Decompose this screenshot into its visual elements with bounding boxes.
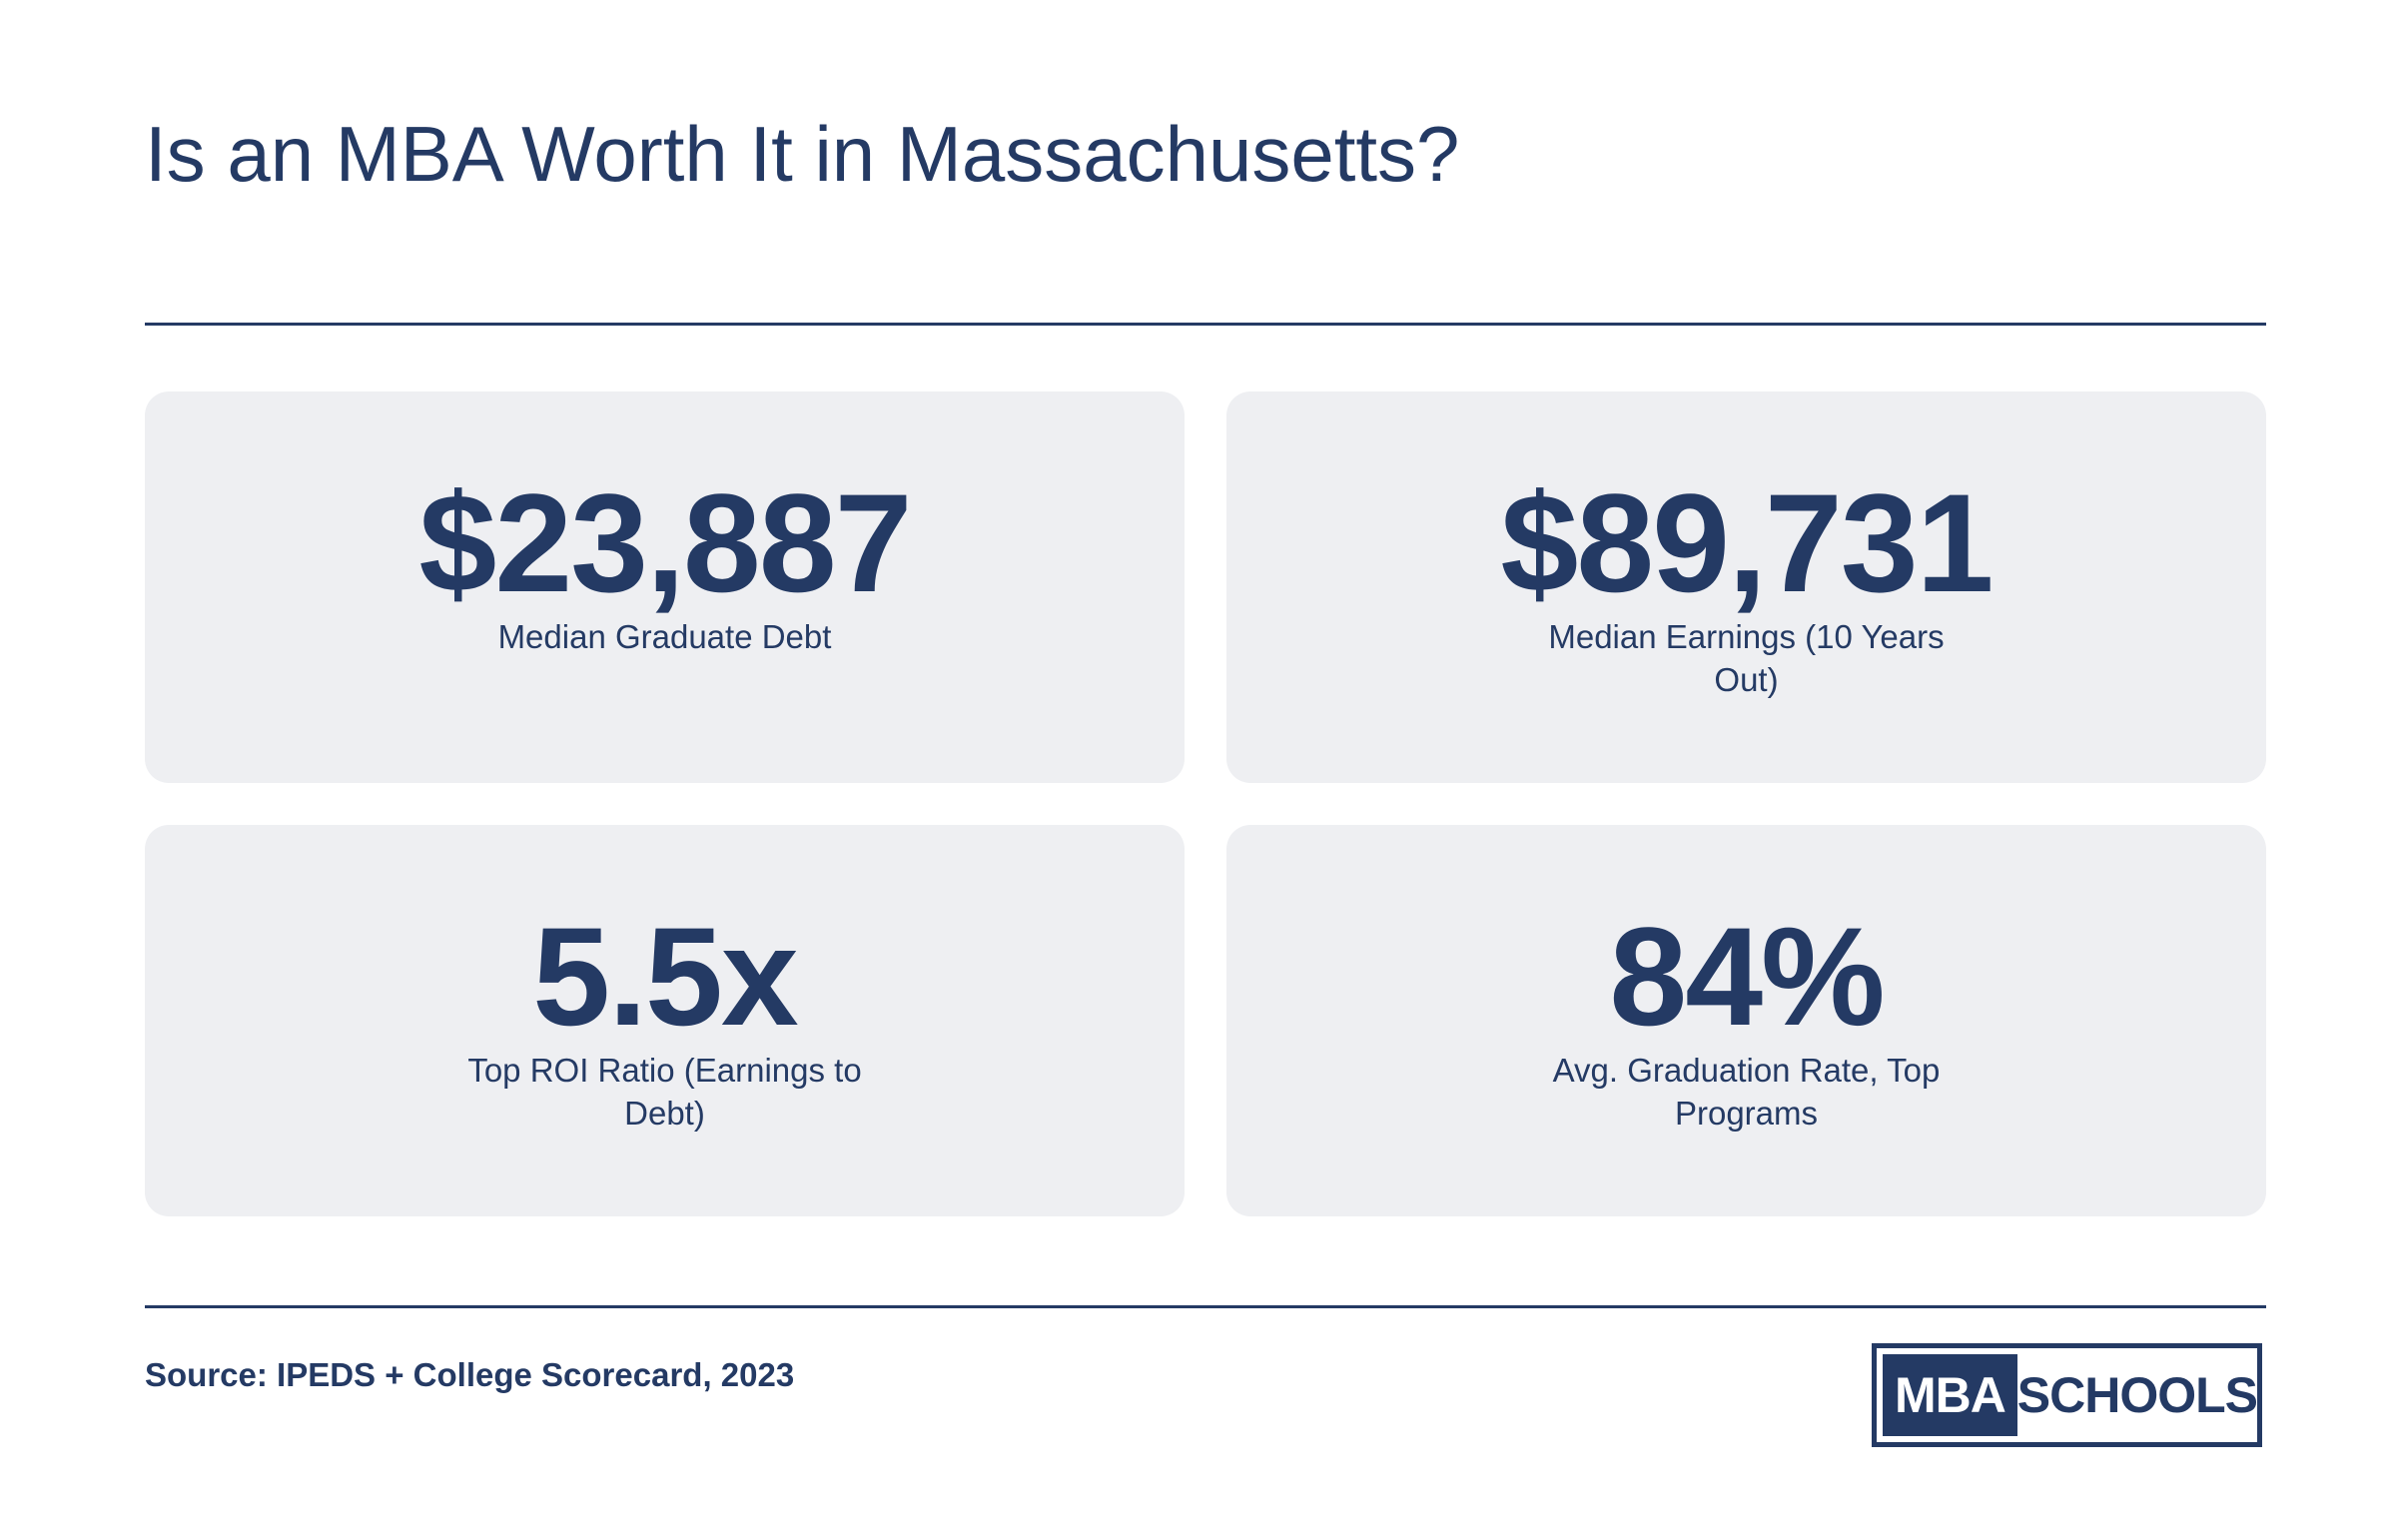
stat-label: Median Earnings (10 Years Out): [1548, 618, 1945, 698]
stats-grid: $23,887 Median Graduate Debt $89,731 Med…: [145, 391, 2266, 1216]
top-divider: [145, 323, 2266, 326]
stat-value: 5.5x: [532, 898, 798, 1055]
bottom-divider: [145, 1305, 2266, 1308]
mba-schools-logo: MBA SCHOOLS: [1872, 1343, 2262, 1447]
source-note: Source: IPEDS + College Scorecard, 2023: [145, 1356, 795, 1393]
stat-card-roi: 5.5x Top ROI Ratio (Earnings to Debt): [145, 825, 1185, 1216]
stat-card-earnings: $89,731 Median Earnings (10 Years Out): [1226, 391, 2266, 783]
stat-value: 84%: [1609, 898, 1885, 1055]
stat-label: Avg. Graduation Rate, Top Programs: [1552, 1052, 1941, 1132]
stat-value: $23,887: [418, 464, 912, 621]
stat-label: Median Graduate Debt: [497, 618, 832, 655]
page-title: Is an MBA Worth It in Massachusetts?: [145, 110, 1460, 198]
stat-card-graduation: 84% Avg. Graduation Rate, Top Programs: [1226, 825, 2266, 1216]
stat-value: $89,731: [1500, 464, 1994, 621]
stat-label: Top ROI Ratio (Earnings to Debt): [467, 1052, 862, 1132]
logo-mba-box: MBA: [1883, 1354, 2017, 1436]
logo-schools-text: SCHOOLS: [2016, 1367, 2258, 1423]
stat-card-debt: $23,887 Median Graduate Debt: [145, 391, 1185, 783]
